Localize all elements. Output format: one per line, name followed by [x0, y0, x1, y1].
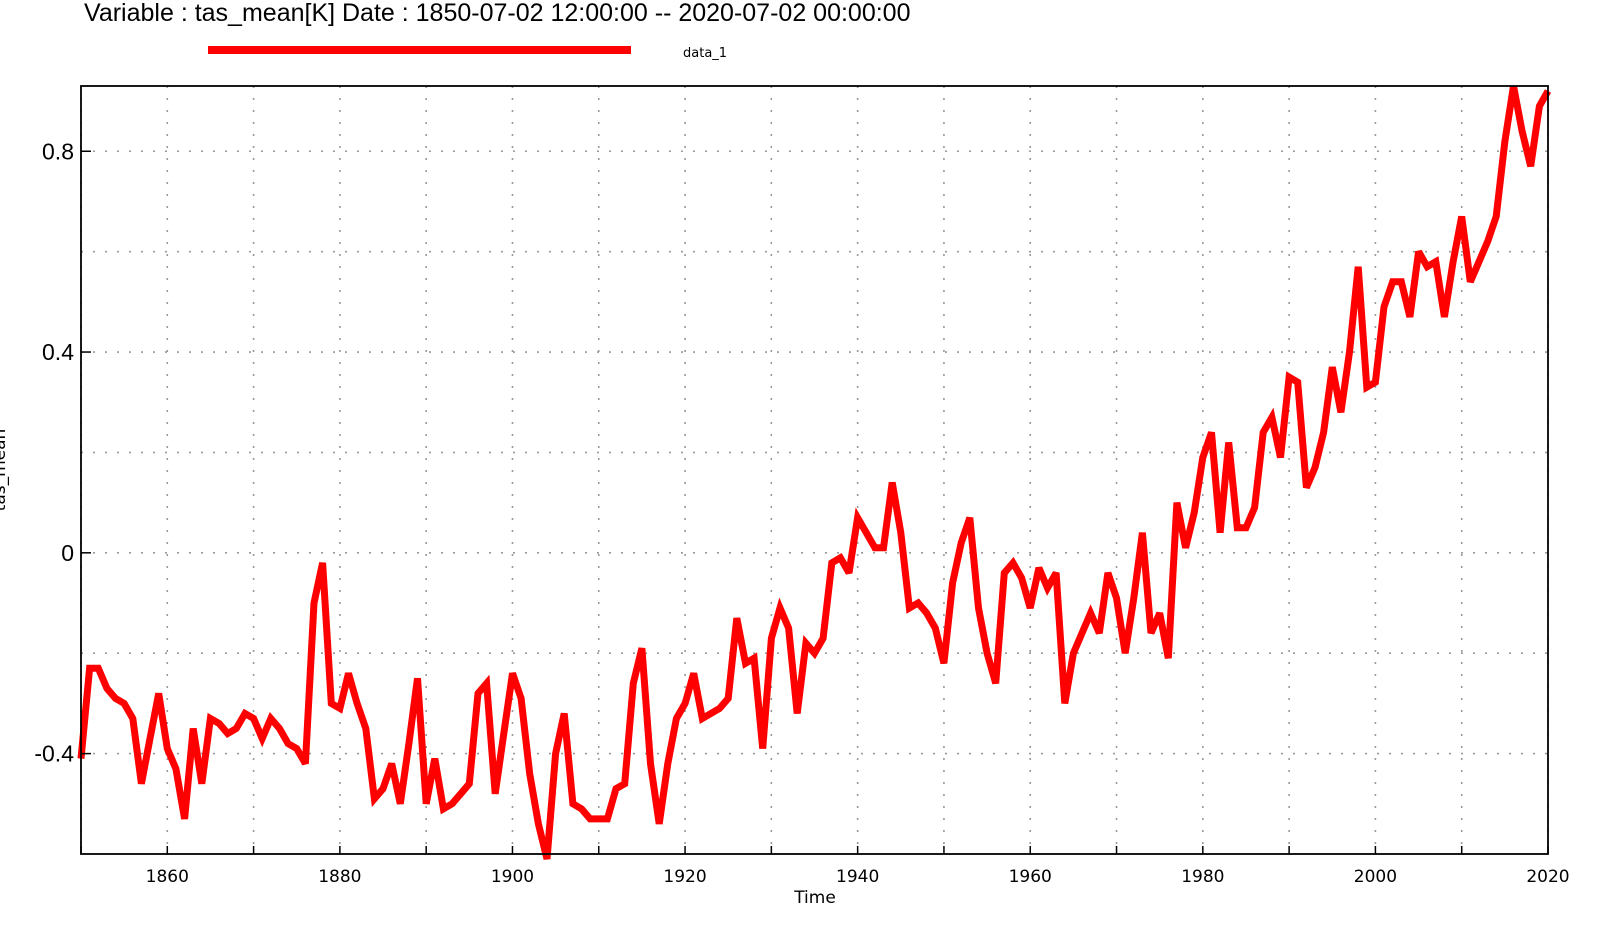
x-tick-label: 1940 — [836, 867, 879, 887]
plot-area-frame — [80, 85, 1549, 855]
x-tick-label: 2000 — [1354, 867, 1397, 887]
axes: -0.4 0 0.4 0.8 1860 1880 1900 1920 1940 1960 1980 2… — [34, 138, 1569, 887]
chart-title: Variable : tas_mean[K] Date : 1850-07-02… — [84, 0, 910, 27]
series-line-data_1 — [77, 85, 1552, 860]
y-tick-label: 0.8 — [42, 138, 74, 164]
y-tick-label: -0.4 — [34, 741, 74, 767]
x-tick-label: 1880 — [318, 867, 361, 887]
y-tick-label: 0.4 — [42, 339, 74, 365]
y-axis-title: tas_mean — [0, 429, 10, 512]
x-axis-title: Time — [793, 888, 836, 908]
legend: data_1 — [208, 46, 727, 61]
x-tick-label: 1860 — [146, 867, 189, 887]
x-tick-label: 2020 — [1526, 867, 1569, 887]
x-tick-label: 1980 — [1181, 867, 1224, 887]
x-tick-label: 1920 — [663, 867, 706, 887]
x-tick-label: 1960 — [1009, 867, 1052, 887]
legend-label: data_1 — [683, 46, 727, 61]
series-layer — [77, 85, 1552, 860]
grid — [80, 86, 1549, 854]
y-tick-label: 0 — [61, 540, 74, 566]
x-tick-label: 1900 — [491, 867, 534, 887]
